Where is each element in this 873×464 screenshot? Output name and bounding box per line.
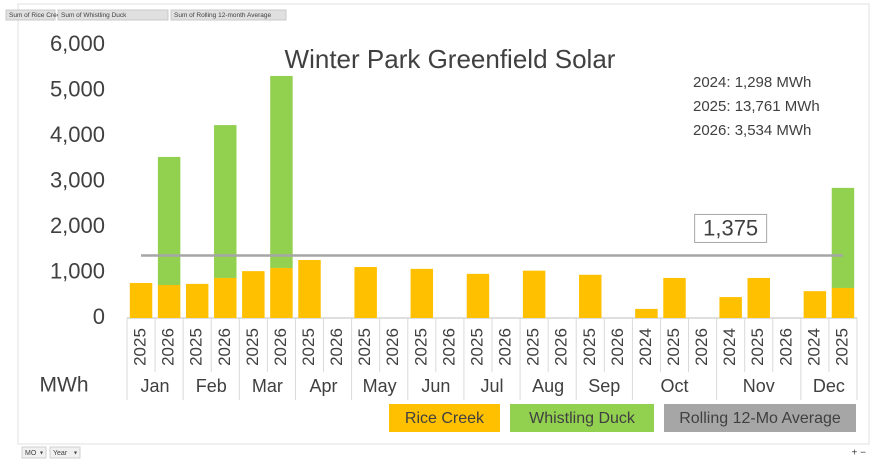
x-tick-label: 2025: [355, 328, 374, 366]
x-tick-label: 2025: [187, 328, 206, 366]
y-tick-label: 4,000: [50, 122, 105, 147]
field-button[interactable]: [170, 9, 287, 21]
bar: [466, 273, 490, 318]
x-tick-label: 2026: [439, 328, 458, 366]
bar: [663, 277, 686, 318]
filter-button[interactable]: [21, 446, 47, 459]
x-tick-label: 2026: [215, 328, 234, 366]
y-tick-label: 1,000: [50, 258, 105, 283]
x-tick-label: 2024: [720, 328, 739, 366]
x-tick-label: 2025: [664, 328, 683, 366]
bar: [270, 75, 293, 268]
x-tick-label: 2025: [524, 328, 543, 366]
chart-border: [17, 3, 870, 445]
legend-swatch: [389, 404, 500, 432]
x-tick-label: 2025: [299, 328, 318, 366]
x-group-label: Mar: [252, 376, 283, 396]
x-tick-label: 2025: [748, 328, 767, 366]
bar: [157, 156, 181, 286]
bar: [579, 274, 602, 318]
x-group-label: Jan: [141, 376, 170, 396]
x-tick-label: 2026: [776, 328, 795, 366]
filter-button[interactable]: [49, 446, 81, 459]
filter-button-label[interactable]: Year: [53, 450, 68, 457]
x-tick-label: 2026: [608, 328, 627, 366]
bar: [803, 291, 827, 318]
field-button-label[interactable]: Sum of Rolling 12-month Average: [174, 12, 271, 19]
bar: [157, 285, 181, 318]
bar: [298, 259, 321, 318]
x-group-label: Dec: [813, 376, 845, 396]
dropdown-arrow: ▾: [40, 451, 43, 457]
x-group-label: May: [363, 376, 397, 396]
bar: [354, 267, 377, 318]
bar: [635, 308, 658, 318]
x-tick-label: 2024: [804, 328, 823, 366]
x-tick-label: 2026: [271, 328, 290, 366]
y-axis-label: MWh: [40, 374, 89, 397]
x-group-label: Jun: [421, 376, 450, 396]
field-button[interactable]: [5, 9, 56, 21]
x-group-label: Jul: [480, 376, 503, 396]
bar: [831, 287, 855, 318]
bar: [270, 267, 293, 318]
field-button-label[interactable]: Sum of Rice Creek: [9, 12, 64, 19]
annotation: 2024: 1,298 MWh: [693, 74, 811, 91]
data-label-box: [694, 213, 768, 243]
legend-swatch: [664, 404, 856, 432]
zoom-buttons[interactable]: + −: [852, 448, 867, 459]
dropdown-arrow: ▾: [74, 451, 77, 457]
bar: [522, 270, 546, 318]
x-group-label: Feb: [196, 376, 227, 396]
x-tick-label: 2025: [411, 328, 430, 366]
x-tick-label: 2026: [552, 328, 571, 366]
x-tick-label: 2025: [580, 328, 599, 366]
y-tick-label: 5,000: [50, 76, 105, 101]
x-tick-label: 2025: [832, 328, 851, 366]
bar: [129, 282, 153, 318]
bar: [831, 187, 855, 288]
y-tick-label: 3,000: [50, 167, 105, 192]
bar: [242, 271, 265, 318]
y-tick-label: 6,000: [50, 31, 105, 56]
x-tick-label: 2026: [383, 328, 402, 366]
x-tick-label: 2025: [243, 328, 262, 366]
data-label: 1,375: [703, 215, 758, 240]
x-tick-label: 2026: [327, 328, 346, 366]
x-group-label: Aug: [532, 376, 564, 396]
annotation: 2025: 13,761 MWh: [693, 98, 820, 115]
field-button-label[interactable]: Sum of Whistling Duck: [61, 12, 127, 19]
field-button[interactable]: [57, 9, 169, 21]
x-group-label: Nov: [743, 376, 775, 396]
bar: [214, 125, 237, 278]
annotation: 2026: 3,534 MWh: [693, 122, 811, 139]
x-tick-label: 2024: [636, 328, 655, 366]
bar: [214, 277, 237, 318]
bar: [719, 297, 742, 318]
legend-swatch: [510, 404, 654, 432]
chart-title: Winter Park Greenfield Solar: [285, 44, 616, 74]
legend-label: Rolling 12-Mo Average: [679, 410, 841, 427]
x-tick-label: 2025: [131, 328, 150, 366]
x-group-label: Oct: [660, 376, 688, 396]
x-tick-label: 2026: [159, 328, 178, 366]
x-tick-label: 2026: [692, 328, 711, 366]
legend-label: Rice Creek: [405, 410, 485, 427]
bar: [185, 283, 209, 318]
x-tick-label: 2025: [467, 328, 486, 366]
x-tick-label: 2026: [496, 328, 515, 366]
y-tick-label: 0: [93, 304, 105, 329]
x-group-label: Sep: [588, 376, 620, 396]
x-group-label: Apr: [310, 376, 338, 396]
bar: [410, 268, 434, 318]
y-tick-label: 2,000: [50, 213, 105, 238]
filter-button-label[interactable]: MO: [25, 450, 37, 457]
bar: [747, 277, 770, 318]
legend-label: Whistling Duck: [529, 410, 636, 427]
